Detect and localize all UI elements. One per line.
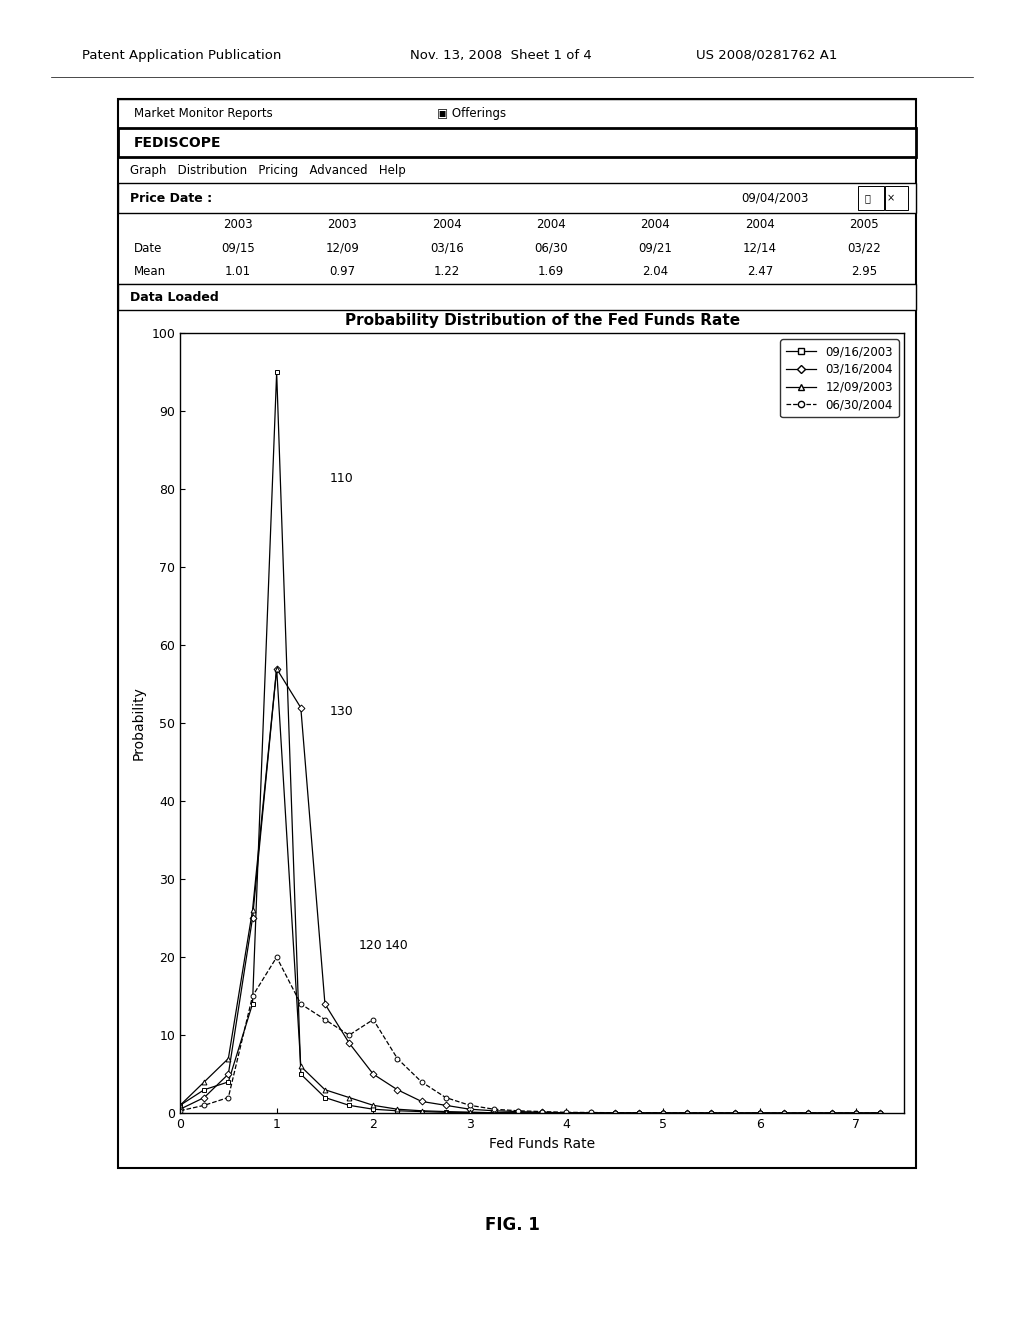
Text: Date: Date [134,242,162,255]
Y-axis label: Probability: Probability [132,686,145,760]
Text: 09/21: 09/21 [639,242,673,255]
Text: 0.97: 0.97 [329,265,355,279]
X-axis label: Fed Funds Rate: Fed Funds Rate [489,1137,595,1151]
Text: 09/15: 09/15 [221,242,255,255]
Text: 03/16: 03/16 [430,242,464,255]
Text: 03/22: 03/22 [848,242,882,255]
Text: 1.22: 1.22 [433,265,460,279]
Text: Data Loaded: Data Loaded [130,290,218,304]
Text: 09/04/2003: 09/04/2003 [740,191,808,205]
Text: 2004: 2004 [432,218,462,231]
Text: FEDISCOPE: FEDISCOPE [134,136,221,149]
Text: 2004: 2004 [537,218,566,231]
Bar [858,186,884,210]
Text: 1.01: 1.01 [225,265,251,279]
Text: ▣ Offerings: ▣ Offerings [437,107,507,120]
Text: 2003: 2003 [328,218,357,231]
Text: 12/09: 12/09 [326,242,359,255]
Text: 2005: 2005 [850,218,879,231]
Text: Patent Application Publication: Patent Application Publication [82,49,282,62]
Text: Mean: Mean [134,265,166,279]
Text: 2.47: 2.47 [746,265,773,279]
Text: ×: × [887,193,895,203]
Text: 1.69: 1.69 [538,265,564,279]
Text: 12/14: 12/14 [742,242,777,255]
Text: Market Monitor Reports: Market Monitor Reports [134,107,272,120]
Text: 120: 120 [358,940,383,953]
Text: 110: 110 [330,471,353,484]
Text: Nov. 13, 2008  Sheet 1 of 4: Nov. 13, 2008 Sheet 1 of 4 [410,49,591,62]
Text: 130: 130 [330,705,353,718]
Text: 2004: 2004 [745,218,775,231]
Text: 2004: 2004 [641,218,671,231]
Text: ⎕: ⎕ [864,193,870,203]
Text: Graph   Distribution   Pricing   Advanced   Help: Graph Distribution Pricing Advanced Help [130,164,406,177]
Text: Price Date :: Price Date : [130,191,212,205]
Text: 2.95: 2.95 [851,265,878,279]
Text: 06/30: 06/30 [535,242,568,255]
Title: Probability Distribution of the Fed Funds Rate: Probability Distribution of the Fed Fund… [345,313,740,329]
Legend: 09/16/2003, 03/16/2004, 12/09/2003, 06/30/2004: 09/16/2003, 03/16/2004, 12/09/2003, 06/3… [780,339,899,417]
Text: 2003: 2003 [223,218,253,231]
Text: FIG. 1: FIG. 1 [484,1216,540,1234]
Text: 2.04: 2.04 [642,265,669,279]
Text: US 2008/0281762 A1: US 2008/0281762 A1 [696,49,838,62]
Text: 140: 140 [385,940,409,953]
Bar [885,186,908,210]
